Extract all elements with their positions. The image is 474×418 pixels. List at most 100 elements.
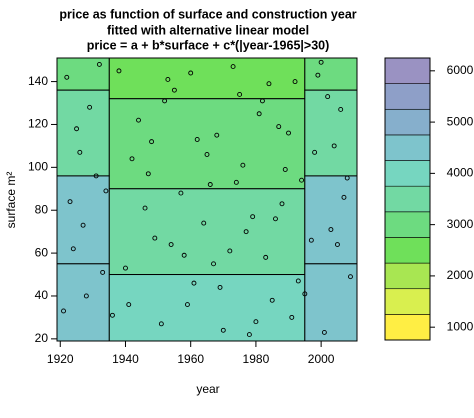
x-axis-label: year	[196, 382, 219, 396]
y-axis-label: surface m²	[4, 172, 18, 229]
colorbar-tick-label: 4000	[447, 166, 474, 180]
contour-region	[56, 89, 110, 177]
colorbar-box	[384, 108, 431, 136]
data-point	[207, 182, 213, 187]
colorbar-box	[384, 211, 431, 238]
data-point	[83, 293, 89, 299]
x-tick-label: 1920	[47, 352, 74, 366]
chart-subtitle: fitted with alternative linear model	[107, 23, 309, 37]
x-tick-label: 1940	[112, 352, 139, 366]
data-point	[152, 235, 158, 241]
data-point	[191, 280, 197, 286]
data-point	[344, 175, 350, 181]
y-tick-label: 60	[35, 245, 49, 259]
data-point	[273, 216, 278, 222]
contour-region	[304, 89, 358, 177]
data-point	[129, 156, 135, 162]
data-point	[165, 76, 171, 82]
data-point	[243, 229, 249, 235]
data-point	[126, 302, 132, 308]
data-point	[348, 274, 353, 280]
data-point	[299, 177, 305, 183]
data-point	[259, 98, 265, 104]
data-point	[338, 107, 344, 112]
data-point	[145, 171, 151, 177]
data-point	[321, 329, 327, 335]
data-point	[100, 269, 106, 275]
y-tick-label: 40	[35, 288, 49, 302]
colorbar-tick-label: 1000	[447, 319, 474, 333]
data-point	[308, 237, 314, 243]
data-point	[162, 98, 168, 104]
colorbar-frame	[384, 57, 431, 341]
data-point	[178, 190, 184, 196]
contour-region	[304, 175, 358, 265]
colorbar-tick-label: 5000	[447, 114, 474, 128]
data-point	[142, 205, 148, 211]
colorbar-box	[384, 314, 431, 341]
contour-region	[108, 57, 306, 100]
colorbar-box	[384, 83, 431, 110]
x-tick-label: 1960	[177, 352, 204, 366]
colorbar-box	[384, 160, 431, 187]
data-point	[74, 126, 80, 132]
data-point	[158, 321, 164, 327]
contour-region	[56, 175, 110, 265]
contour-region	[108, 188, 306, 276]
data-point	[109, 312, 115, 318]
data-point	[211, 261, 216, 267]
data-point	[256, 111, 262, 117]
data-point	[194, 137, 200, 142]
y-tick-label: 80	[35, 202, 49, 216]
data-point	[263, 254, 269, 260]
data-point	[64, 74, 70, 80]
data-point	[70, 246, 76, 252]
data-point	[123, 265, 128, 271]
y-tick-label: 100	[28, 160, 48, 174]
colorbar-box	[384, 262, 431, 290]
data-point	[181, 252, 187, 258]
data-point	[103, 188, 109, 194]
data-point	[184, 302, 190, 308]
data-point	[331, 143, 337, 149]
data-point	[276, 124, 282, 130]
x-tick-label: 1980	[243, 352, 270, 366]
data-point	[67, 199, 73, 205]
contour-region	[56, 263, 110, 342]
data-point	[279, 201, 285, 207]
data-point	[334, 242, 340, 247]
data-point	[286, 130, 291, 136]
data-point	[233, 179, 239, 185]
colorbar-box	[384, 185, 431, 213]
data-point	[204, 152, 210, 157]
colorbar-box	[384, 288, 431, 315]
chart-title: price as function of surface and constru…	[59, 7, 356, 21]
data-point	[61, 308, 66, 314]
y-tick-label: 120	[28, 117, 48, 131]
data-point	[80, 222, 86, 228]
data-point	[325, 94, 331, 100]
data-point	[188, 70, 194, 76]
data-point	[217, 284, 223, 290]
data-point	[240, 162, 246, 168]
data-point	[328, 227, 334, 232]
data-point	[246, 332, 252, 338]
data-point	[87, 104, 93, 110]
data-point	[230, 64, 236, 70]
data-point	[282, 167, 288, 172]
x-tick-label: 2000	[308, 352, 335, 366]
data-point	[149, 139, 155, 145]
data-point	[295, 278, 301, 284]
data-point	[220, 327, 226, 333]
data-point	[341, 194, 347, 200]
data-point	[269, 297, 275, 303]
data-point	[171, 87, 177, 93]
data-point	[250, 214, 256, 220]
data-point	[93, 173, 99, 179]
data-point	[77, 149, 83, 155]
data-point	[289, 314, 295, 320]
data-point	[266, 81, 272, 87]
colorbar-box	[384, 57, 431, 84]
data-point	[96, 61, 102, 67]
data-point	[214, 132, 220, 138]
